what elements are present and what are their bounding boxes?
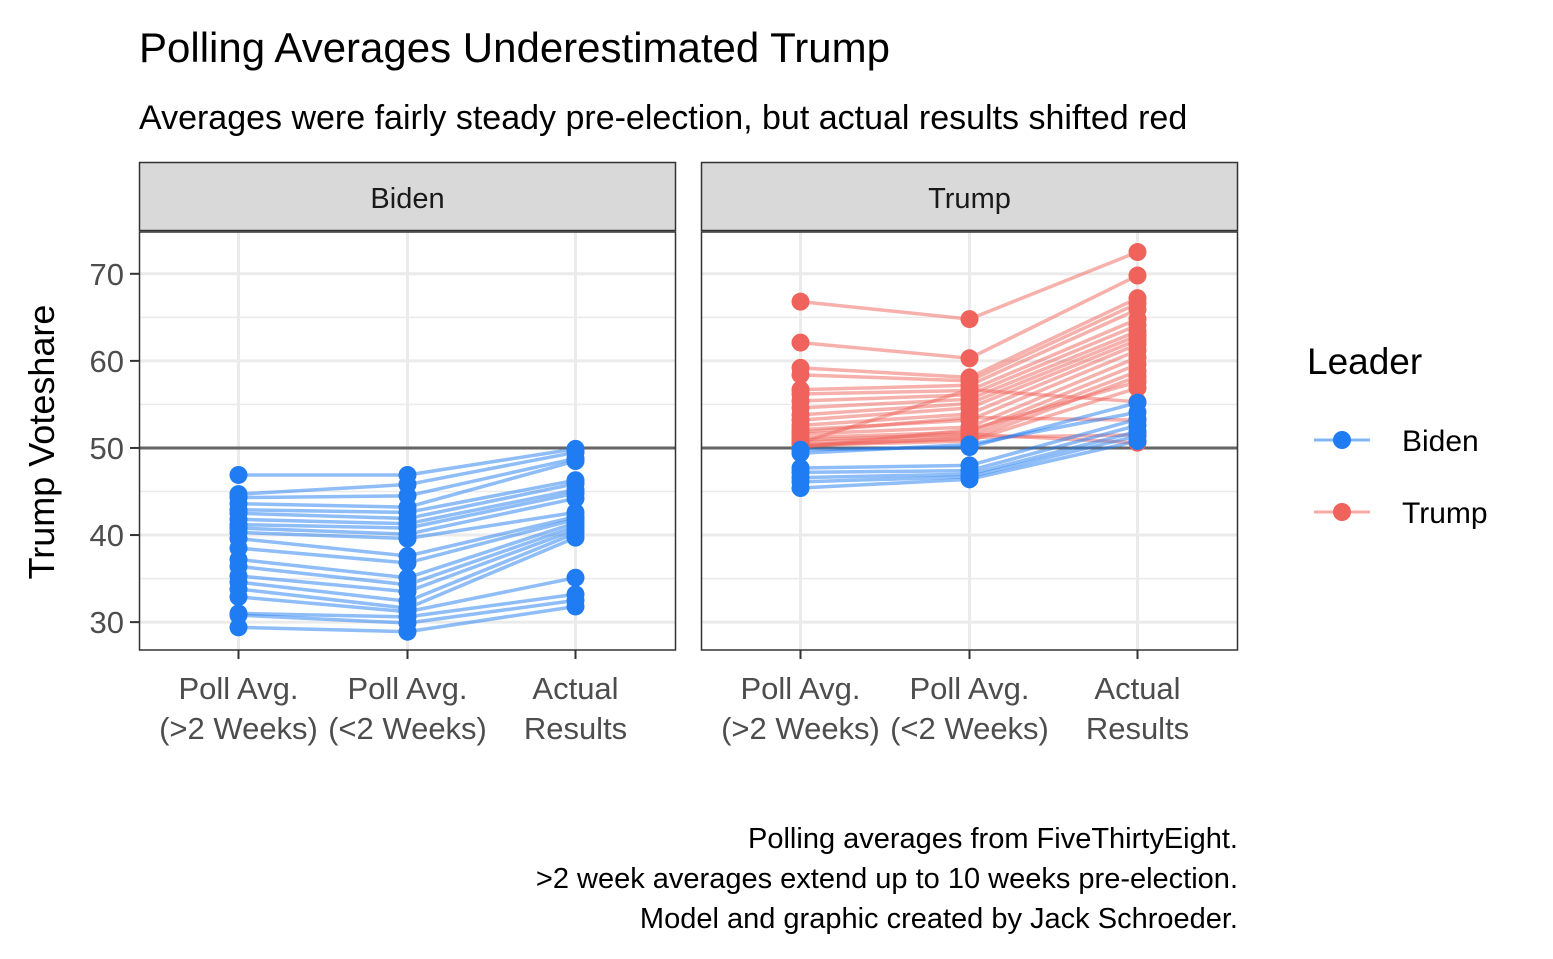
x-tick-label-biden-1-0: Poll Avg. xyxy=(347,671,467,706)
data-point-biden-8-2 xyxy=(566,489,585,508)
data-point-biden-20-1 xyxy=(398,622,417,641)
legend-title: Leader xyxy=(1307,341,1422,382)
facet-label-biden: Biden xyxy=(370,183,444,215)
x-axis-trump: Poll Avg. (>2 Weeks) Poll Avg. (<2 Weeks) Ac… xyxy=(721,650,1189,746)
data-point-trump-0-0 xyxy=(791,292,810,311)
y-tick-label-2: 50 xyxy=(90,431,124,466)
facet-label-trump: Trump xyxy=(928,183,1011,215)
data-point-trump-19-1 xyxy=(960,408,979,427)
data-point-biden-17-2 xyxy=(566,568,585,587)
legend-trump-label: Trump xyxy=(1402,497,1488,530)
facet-strip-biden xyxy=(138,161,677,232)
x-tick-label-biden-0-0: Poll Avg. xyxy=(178,671,298,706)
data-point-trump-0-1 xyxy=(960,310,979,329)
x-tick-label-trump-1-1: (<2 Weeks) xyxy=(890,711,1049,746)
data-point-trump-3-0 xyxy=(791,365,810,384)
legend-trump-marker xyxy=(1333,503,1351,521)
data-point-trump-23-0 xyxy=(791,444,810,463)
data-point-trump-1-1 xyxy=(960,349,979,368)
caption-line-2: >2 week averages extend up to 10 weeks p… xyxy=(536,863,1238,895)
y-tick-label-4: 70 xyxy=(90,257,124,292)
data-point-biden-16-2 xyxy=(566,528,585,547)
data-point-trump-28-1 xyxy=(960,470,979,489)
x-tick-label-biden-1-1: (<2 Weeks) xyxy=(328,711,487,746)
data-point-trump-1-0 xyxy=(791,333,810,352)
legend-item-trump: Trump xyxy=(1314,497,1488,530)
caption-line-1: Polling averages from FiveThirtyEight. xyxy=(748,823,1238,855)
x-tick-label-biden-2-1: Results xyxy=(524,711,627,746)
x-tick-label-trump-0-1: (>2 Weeks) xyxy=(721,711,880,746)
panel-biden xyxy=(138,231,677,651)
y-tick-label-1: 40 xyxy=(90,518,124,553)
panel-trump xyxy=(700,231,1239,651)
legend: Leader Biden Trump xyxy=(1307,341,1488,530)
facet-strip-trump xyxy=(700,161,1239,232)
x-axis-biden: Poll Avg. (>2 Weeks) Poll Avg. (<2 Weeks) Ac… xyxy=(159,650,627,746)
caption-line-3: Model and graphic created by Jack Schroe… xyxy=(640,903,1238,935)
data-point-biden-0-0 xyxy=(229,465,248,484)
x-tick-label-trump-1-0: Poll Avg. xyxy=(909,671,1029,706)
x-tick-label-biden-2-0: Actual xyxy=(532,671,618,706)
data-point-biden-20-0 xyxy=(229,618,248,637)
data-point-biden-20-2 xyxy=(566,597,585,616)
legend-biden-marker xyxy=(1333,431,1351,449)
x-tick-label-trump-0-0: Poll Avg. xyxy=(740,671,860,706)
chart-subtitle: Averages were fairly steady pre-election… xyxy=(139,99,1187,137)
y-axis: 30 40 50 60 70 xyxy=(90,257,140,640)
data-point-biden-9-1 xyxy=(398,529,417,548)
data-point-trump-28-2 xyxy=(1128,432,1147,450)
data-point-biden-17-0 xyxy=(229,587,248,606)
legend-biden-label: Biden xyxy=(1402,425,1479,458)
data-point-trump-28-0 xyxy=(791,479,810,498)
legend-item-biden: Biden xyxy=(1314,425,1479,458)
x-tick-label-biden-0-1: (>2 Weeks) xyxy=(159,711,318,746)
caption: Polling averages from FiveThirtyEight. >… xyxy=(536,823,1238,935)
data-point-trump-23-1 xyxy=(960,435,979,454)
data-point-biden-11-1 xyxy=(398,553,417,572)
data-point-trump-17-2 xyxy=(1128,378,1147,397)
data-point-trump-0-2 xyxy=(1128,243,1147,262)
y-axis-title: Trump Voteshare xyxy=(21,305,62,580)
y-tick-label-0: 30 xyxy=(90,605,124,640)
x-tick-label-trump-2-1: Results xyxy=(1086,711,1189,746)
chart-title: Polling Averages Underestimated Trump xyxy=(139,24,890,71)
y-tick-label-3: 60 xyxy=(90,344,124,379)
data-point-trump-18-1 xyxy=(960,380,979,399)
data-point-biden-3-2 xyxy=(566,452,585,471)
x-tick-label-trump-2-0: Actual xyxy=(1094,671,1180,706)
data-point-trump-1-2 xyxy=(1128,266,1147,285)
